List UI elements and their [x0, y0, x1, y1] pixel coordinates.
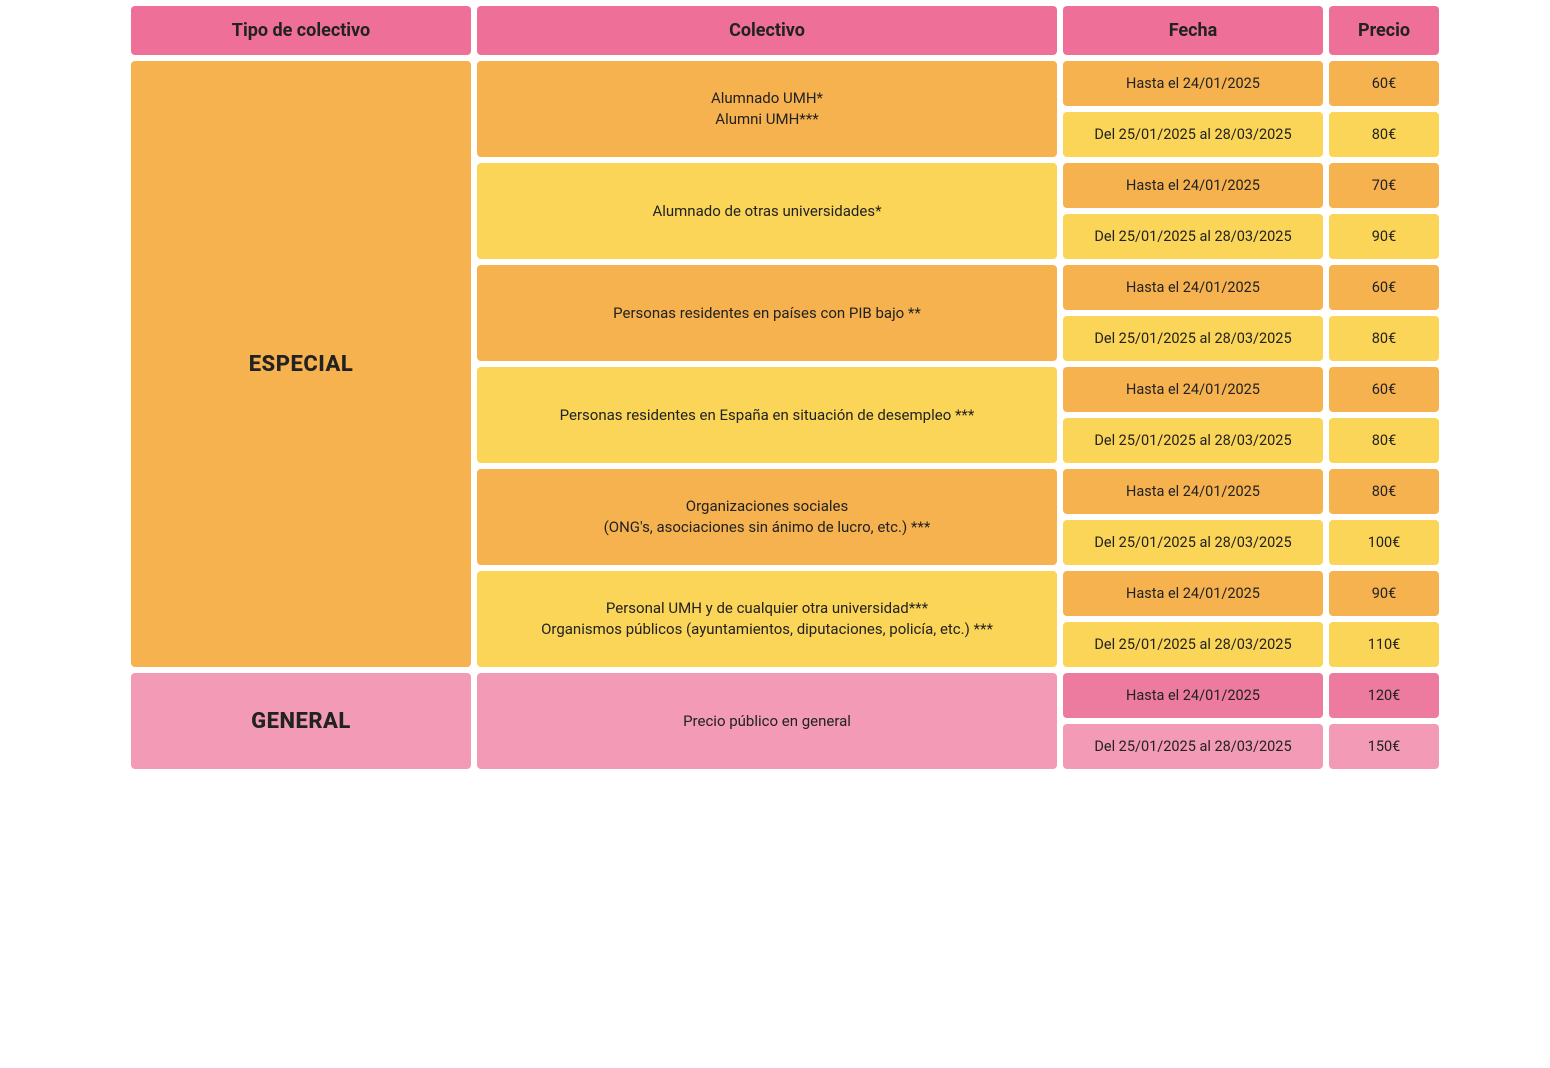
precio-cell: 80€: [1329, 316, 1439, 361]
colectivo-label: Organizaciones sociales(ONG's, asociacio…: [477, 469, 1057, 565]
header-tipo: Tipo de colectivo: [131, 6, 471, 55]
table-row: ESPECIALAlumnado UMH*Alumni UMH***Hasta …: [131, 61, 1439, 106]
fecha-cell: Del 25/01/2025 al 28/03/2025: [1063, 520, 1323, 565]
precio-cell: 70€: [1329, 163, 1439, 208]
fecha-cell: Del 25/01/2025 al 28/03/2025: [1063, 214, 1323, 259]
type-especial: ESPECIAL: [131, 61, 471, 667]
precio-cell: 80€: [1329, 469, 1439, 514]
colectivo-label: Personas residentes en España en situaci…: [477, 367, 1057, 463]
fecha-cell: Hasta el 24/01/2025: [1063, 367, 1323, 412]
fecha-cell: Del 25/01/2025 al 28/03/2025: [1063, 622, 1323, 667]
table-row: GENERALPrecio público en generalHasta el…: [131, 673, 1439, 718]
colectivo-label: Alumnado de otras universidades*: [477, 163, 1057, 259]
pricing-table: Tipo de colectivo Colectivo Fecha Precio…: [125, 0, 1445, 775]
colectivo-label: Personas residentes en países con PIB ba…: [477, 265, 1057, 361]
fecha-cell: Hasta el 24/01/2025: [1063, 571, 1323, 616]
fecha-cell: Hasta el 24/01/2025: [1063, 265, 1323, 310]
precio-cell: 120€: [1329, 673, 1439, 718]
precio-cell: 80€: [1329, 418, 1439, 463]
precio-cell: 60€: [1329, 367, 1439, 412]
precio-cell: 100€: [1329, 520, 1439, 565]
precio-cell: 60€: [1329, 61, 1439, 106]
fecha-cell: Hasta el 24/01/2025: [1063, 61, 1323, 106]
header-precio: Precio: [1329, 6, 1439, 55]
colectivo-label: Alumnado UMH*Alumni UMH***: [477, 61, 1057, 157]
type-general: GENERAL: [131, 673, 471, 769]
fecha-cell: Hasta el 24/01/2025: [1063, 673, 1323, 718]
colectivo-label: Personal UMH y de cualquier otra univers…: [477, 571, 1057, 667]
fecha-cell: Hasta el 24/01/2025: [1063, 469, 1323, 514]
precio-cell: 90€: [1329, 571, 1439, 616]
fecha-cell: Del 25/01/2025 al 28/03/2025: [1063, 316, 1323, 361]
precio-cell: 110€: [1329, 622, 1439, 667]
header-fecha: Fecha: [1063, 6, 1323, 55]
fecha-cell: Hasta el 24/01/2025: [1063, 163, 1323, 208]
precio-cell: 80€: [1329, 112, 1439, 157]
fecha-cell: Del 25/01/2025 al 28/03/2025: [1063, 112, 1323, 157]
colectivo-label-general: Precio público en general: [477, 673, 1057, 769]
precio-cell: 150€: [1329, 724, 1439, 769]
precio-cell: 90€: [1329, 214, 1439, 259]
fecha-cell: Del 25/01/2025 al 28/03/2025: [1063, 418, 1323, 463]
header-colectivo: Colectivo: [477, 6, 1057, 55]
fecha-cell: Del 25/01/2025 al 28/03/2025: [1063, 724, 1323, 769]
table-header-row: Tipo de colectivo Colectivo Fecha Precio: [131, 6, 1439, 55]
precio-cell: 60€: [1329, 265, 1439, 310]
